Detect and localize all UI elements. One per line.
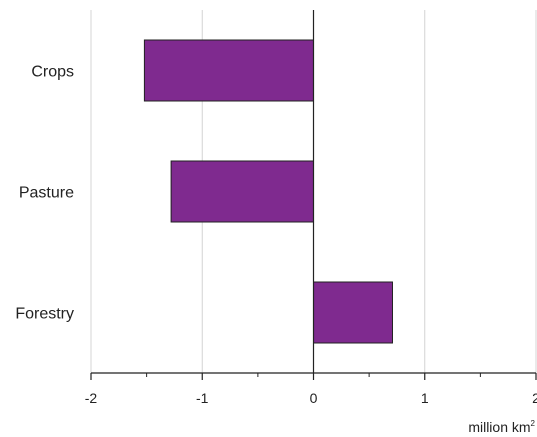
category-label-forestry: Forestry bbox=[15, 306, 74, 323]
x-tick-label-2: 0 bbox=[310, 390, 318, 406]
category-label-pasture: Pasture bbox=[19, 185, 74, 202]
x-tick-label-4: 2 bbox=[532, 390, 537, 406]
bars bbox=[143, 39, 393, 344]
x-tick-label-3: 1 bbox=[421, 390, 429, 406]
bar-crops bbox=[143, 39, 314, 102]
x-axis: -2 -1 0 1 2 bbox=[85, 10, 537, 406]
x-axis-unit-superscript: 2 bbox=[531, 419, 536, 428]
category-label-crops: Crops bbox=[31, 64, 74, 81]
x-axis-unit-label: million km2 bbox=[468, 419, 535, 435]
bar-forestry bbox=[313, 281, 393, 344]
x-axis-unit-text: million km bbox=[468, 419, 530, 435]
category-labels: Crops Pasture Forestry bbox=[15, 64, 74, 323]
bar-pasture bbox=[170, 160, 314, 223]
x-tick-label-0: -2 bbox=[85, 390, 98, 406]
x-tick-label-1: -1 bbox=[196, 390, 209, 406]
